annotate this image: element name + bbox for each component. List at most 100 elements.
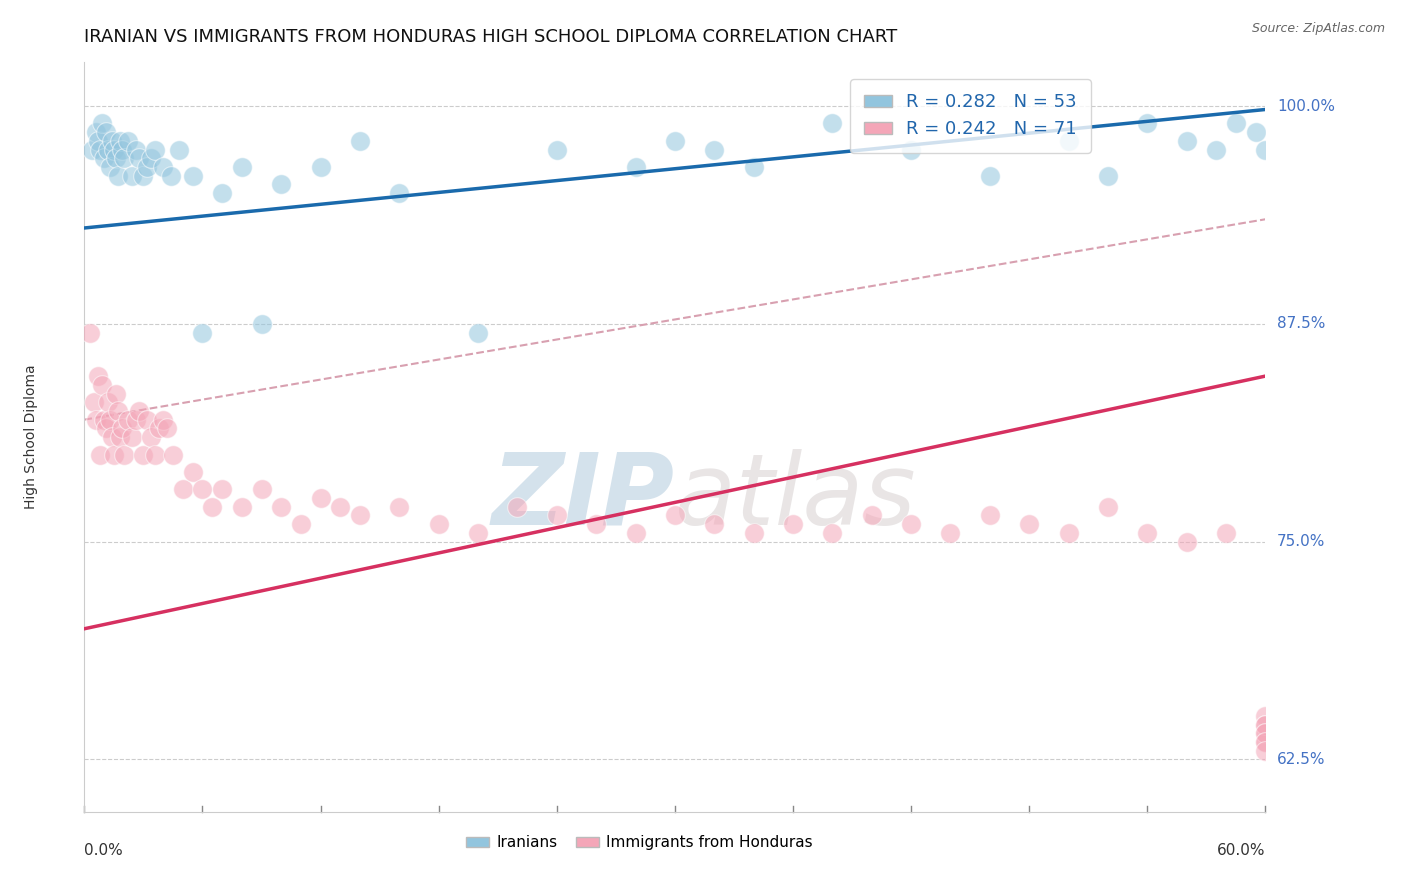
Point (546, 508, 568, 523)
Point (112, 151, 135, 165)
Point (167, 143, 190, 157)
Text: 100.0%: 100.0% (1277, 98, 1336, 113)
Point (467, 525, 489, 540)
Point (664, 134, 686, 148)
Point (132, 169, 155, 183)
Point (160, 169, 183, 183)
Point (1254, 709, 1277, 723)
Point (107, 404, 129, 418)
Text: atlas: atlas (675, 449, 917, 546)
Point (939, 525, 962, 540)
Point (664, 508, 686, 523)
Point (128, 404, 150, 418)
Point (1057, 525, 1080, 540)
Text: Source: ZipAtlas.com: Source: ZipAtlas.com (1251, 22, 1385, 36)
Point (821, 116, 844, 130)
Point (87, 134, 110, 148)
Point (91, 377, 114, 392)
Point (1254, 726, 1277, 740)
Point (211, 186, 233, 201)
Point (93, 151, 115, 165)
Point (152, 160, 174, 174)
Point (87, 369, 110, 384)
Point (1136, 525, 1159, 540)
Point (1175, 534, 1198, 549)
Point (181, 169, 204, 183)
Point (388, 500, 411, 514)
Point (703, 517, 725, 532)
Point (270, 178, 292, 192)
Point (111, 143, 134, 157)
Point (162, 448, 184, 462)
Point (900, 517, 922, 532)
Point (79, 326, 101, 340)
Point (89, 143, 111, 157)
Point (89, 448, 111, 462)
Point (84, 412, 107, 426)
Point (388, 186, 411, 201)
Point (309, 160, 332, 174)
Point (1057, 134, 1080, 148)
Text: 0.0%: 0.0% (84, 843, 124, 858)
Text: High School Diploma: High School Diploma (24, 365, 38, 509)
Point (1254, 726, 1277, 740)
Point (703, 143, 725, 157)
Point (104, 386, 127, 401)
Point (1254, 735, 1277, 749)
Point (121, 169, 143, 183)
Point (742, 160, 765, 174)
Point (349, 134, 371, 148)
Point (148, 421, 170, 435)
Point (860, 508, 883, 523)
Point (250, 483, 273, 497)
Point (128, 151, 150, 165)
Point (211, 483, 233, 497)
Point (624, 160, 647, 174)
Point (546, 143, 568, 157)
Point (231, 160, 253, 174)
Point (103, 448, 125, 462)
Point (117, 412, 139, 426)
Point (172, 483, 194, 497)
Point (349, 508, 371, 523)
Text: 75.0%: 75.0% (1277, 534, 1326, 549)
Legend: Iranians, Immigrants from Honduras: Iranians, Immigrants from Honduras (460, 830, 820, 856)
Text: 62.5%: 62.5% (1277, 752, 1326, 767)
Point (250, 317, 273, 331)
Point (1254, 717, 1277, 731)
Point (1254, 717, 1277, 731)
Text: 87.5%: 87.5% (1277, 317, 1326, 331)
Point (152, 412, 174, 426)
Point (124, 143, 146, 157)
Point (84, 125, 107, 139)
Text: ZIP: ZIP (492, 449, 675, 546)
Point (104, 151, 127, 165)
Point (121, 430, 143, 444)
Point (94, 421, 117, 435)
Point (97, 143, 120, 157)
Point (900, 143, 922, 157)
Point (742, 525, 765, 540)
Point (108, 134, 131, 148)
Point (108, 430, 131, 444)
Point (1225, 116, 1247, 130)
Text: IRANIAN VS IMMIGRANTS FROM HONDURAS HIGH SCHOOL DIPLOMA CORRELATION CHART: IRANIAN VS IMMIGRANTS FROM HONDURAS HIGH… (84, 28, 897, 45)
Point (94, 125, 117, 139)
Point (1097, 500, 1119, 514)
Point (427, 517, 450, 532)
Point (231, 500, 253, 514)
Point (624, 525, 647, 540)
Point (821, 525, 844, 540)
Point (101, 134, 124, 148)
Point (143, 448, 166, 462)
Point (1215, 525, 1237, 540)
Point (136, 412, 159, 426)
Point (1097, 169, 1119, 183)
Point (1254, 143, 1277, 157)
Point (112, 448, 135, 462)
Point (124, 412, 146, 426)
Point (103, 143, 125, 157)
Point (1244, 125, 1267, 139)
Point (1254, 735, 1277, 749)
Point (91, 116, 114, 130)
